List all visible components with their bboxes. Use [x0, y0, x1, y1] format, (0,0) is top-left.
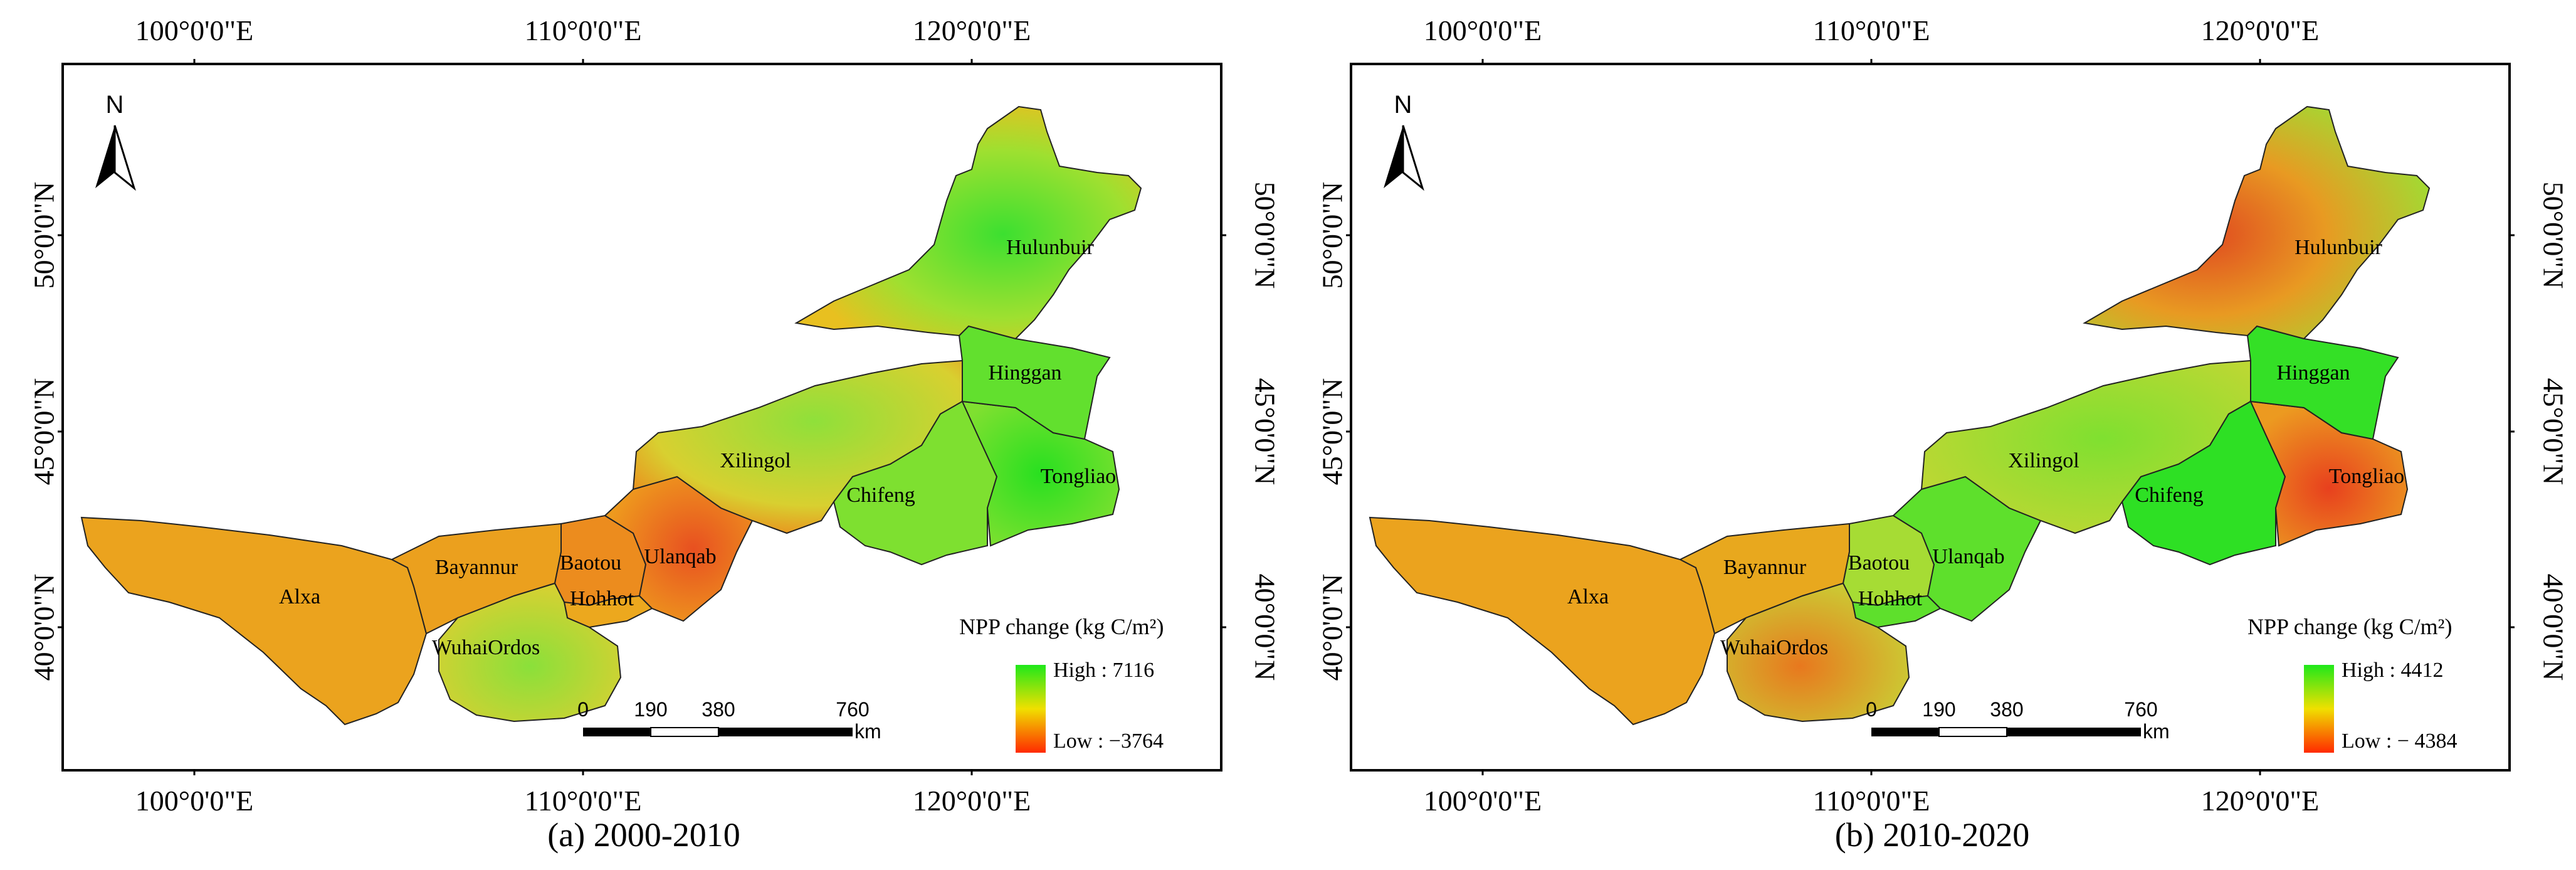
- scale-bar-unit: km: [2143, 720, 2170, 743]
- region-label-ulanqab: Ulanqab: [1932, 545, 2005, 568]
- region-label-bayannur: Bayannur: [434, 556, 518, 579]
- north-arrow-icon: [95, 125, 136, 191]
- region-label-baotou: Baotou: [1848, 551, 1910, 575]
- scale-bar: [583, 727, 853, 737]
- map-frame: [1350, 63, 2511, 772]
- legend-low-value: Low : −3764: [1053, 729, 1164, 753]
- latitude-tick-left: 45°0'0"N: [1316, 378, 1348, 485]
- region-alxa: [1369, 516, 1716, 726]
- legend-color-ramp: [2304, 665, 2334, 753]
- map-panel-b: 100°0'0"E 110°0'0"E 120°0'0"E 100°0'0"E …: [1288, 0, 2576, 870]
- scale-bar-label: 380: [1990, 698, 2024, 721]
- region-label-hinggan: Hinggan: [988, 361, 1062, 385]
- latitude-tick-right: 50°0'0"N: [1249, 181, 1281, 289]
- latitude-tick-right: 50°0'0"N: [2537, 181, 2570, 289]
- region-label-wuhaiordos: WuhaiOrdos: [431, 636, 540, 659]
- region-label-alxa: Alxa: [1567, 585, 1609, 608]
- panel-caption: (b) 2010-2020: [1834, 816, 2030, 854]
- latitude-tick-right: 40°0'0"N: [1249, 573, 1281, 681]
- scale-bar-label: 190: [634, 698, 668, 721]
- longitude-tick-bottom: 110°0'0"E: [524, 785, 642, 817]
- longitude-tick-top: 120°0'0"E: [2200, 14, 2320, 46]
- latitude-tick-left: 50°0'0"N: [1316, 181, 1348, 289]
- scale-bar-label: 0: [577, 698, 589, 721]
- scale-bar-label: 760: [2124, 698, 2158, 721]
- longitude-tick-top: 110°0'0"E: [1812, 14, 1930, 46]
- region-label-xilingol: Xilingol: [720, 449, 791, 472]
- region-label-xilingol: Xilingol: [2008, 449, 2079, 472]
- latitude-tick-right: 40°0'0"N: [2537, 573, 2570, 681]
- north-label: N: [105, 91, 124, 119]
- region-label-chifeng: Chifeng: [846, 484, 915, 507]
- region-label-hinggan: Hinggan: [2276, 361, 2350, 385]
- region-label-hohhot: Hohhot: [570, 587, 634, 610]
- legend-title: NPP change (kg C/m²): [2247, 614, 2452, 639]
- legend-high-value: High : 4412: [2342, 659, 2444, 682]
- region-label-hohhot: Hohhot: [1858, 587, 1922, 610]
- scale-bar-label: 0: [1866, 698, 1877, 721]
- region-label-ulanqab: Ulanqab: [644, 545, 717, 568]
- region-label-bayannur: Bayannur: [1723, 556, 1807, 579]
- scale-bar: [1871, 727, 2141, 737]
- map-frame: [61, 63, 1222, 772]
- inner-mongolia-map: [80, 105, 1142, 726]
- map-canvas: [1346, 59, 2515, 775]
- region-label-wuhaiordos: WuhaiOrdos: [1720, 636, 1829, 659]
- region-ordos: [438, 582, 622, 723]
- region-hulunbuir: [794, 105, 1142, 340]
- legend-color-ramp: [1016, 665, 1046, 753]
- panel-caption: (a) 2000-2010: [547, 816, 740, 854]
- north-arrow-icon: [1384, 125, 1424, 191]
- region-label-hulunbuir: Hulunbuir: [1006, 236, 1094, 259]
- region-alxa: [80, 516, 428, 726]
- region-label-tongliao: Tongliao: [1040, 465, 1117, 488]
- longitude-tick-top: 110°0'0"E: [524, 14, 642, 46]
- north-label: N: [1394, 91, 1412, 119]
- longitude-tick-bottom: 100°0'0"E: [135, 785, 254, 817]
- scale-bar-label: 380: [702, 698, 735, 721]
- scale-bar-label: 760: [836, 698, 870, 721]
- map-canvas: [58, 59, 1226, 775]
- region-label-chifeng: Chifeng: [2135, 484, 2204, 507]
- region-label-tongliao: Tongliao: [2328, 465, 2405, 488]
- region-hulunbuir: [2083, 105, 2431, 340]
- latitude-tick-left: 50°0'0"N: [28, 181, 60, 289]
- latitude-tick-left: 45°0'0"N: [28, 378, 60, 485]
- legend-title: NPP change (kg C/m²): [959, 614, 1164, 639]
- inner-mongolia-map: [1369, 105, 2431, 726]
- latitude-tick-left: 40°0'0"N: [28, 573, 60, 681]
- longitude-tick-top: 120°0'0"E: [912, 14, 1031, 46]
- longitude-tick-bottom: 100°0'0"E: [1423, 785, 1542, 817]
- scale-bar-label: 190: [1922, 698, 1956, 721]
- region-label-alxa: Alxa: [278, 585, 321, 608]
- region-ordos: [1727, 582, 1910, 723]
- legend-low-value: Low : − 4384: [2342, 729, 2458, 753]
- map-panel-a: 100°0'0"E 110°0'0"E 120°0'0"E 100°0'0"E …: [28, 14, 1281, 854]
- latitude-tick-right: 45°0'0"N: [1249, 378, 1281, 485]
- legend-high-value: High : 7116: [1053, 659, 1155, 682]
- latitude-tick-left: 40°0'0"N: [1316, 573, 1348, 681]
- longitude-tick-top: 100°0'0"E: [135, 14, 254, 46]
- scale-bar-unit: km: [854, 720, 881, 743]
- longitude-tick-bottom: 120°0'0"E: [2200, 785, 2320, 817]
- longitude-tick-bottom: 120°0'0"E: [912, 785, 1031, 817]
- region-label-baotou: Baotou: [559, 551, 622, 575]
- longitude-tick-bottom: 110°0'0"E: [1812, 785, 1930, 817]
- longitude-tick-top: 100°0'0"E: [1423, 14, 1542, 46]
- latitude-tick-right: 45°0'0"N: [2537, 378, 2570, 485]
- region-label-hulunbuir: Hulunbuir: [2295, 236, 2382, 259]
